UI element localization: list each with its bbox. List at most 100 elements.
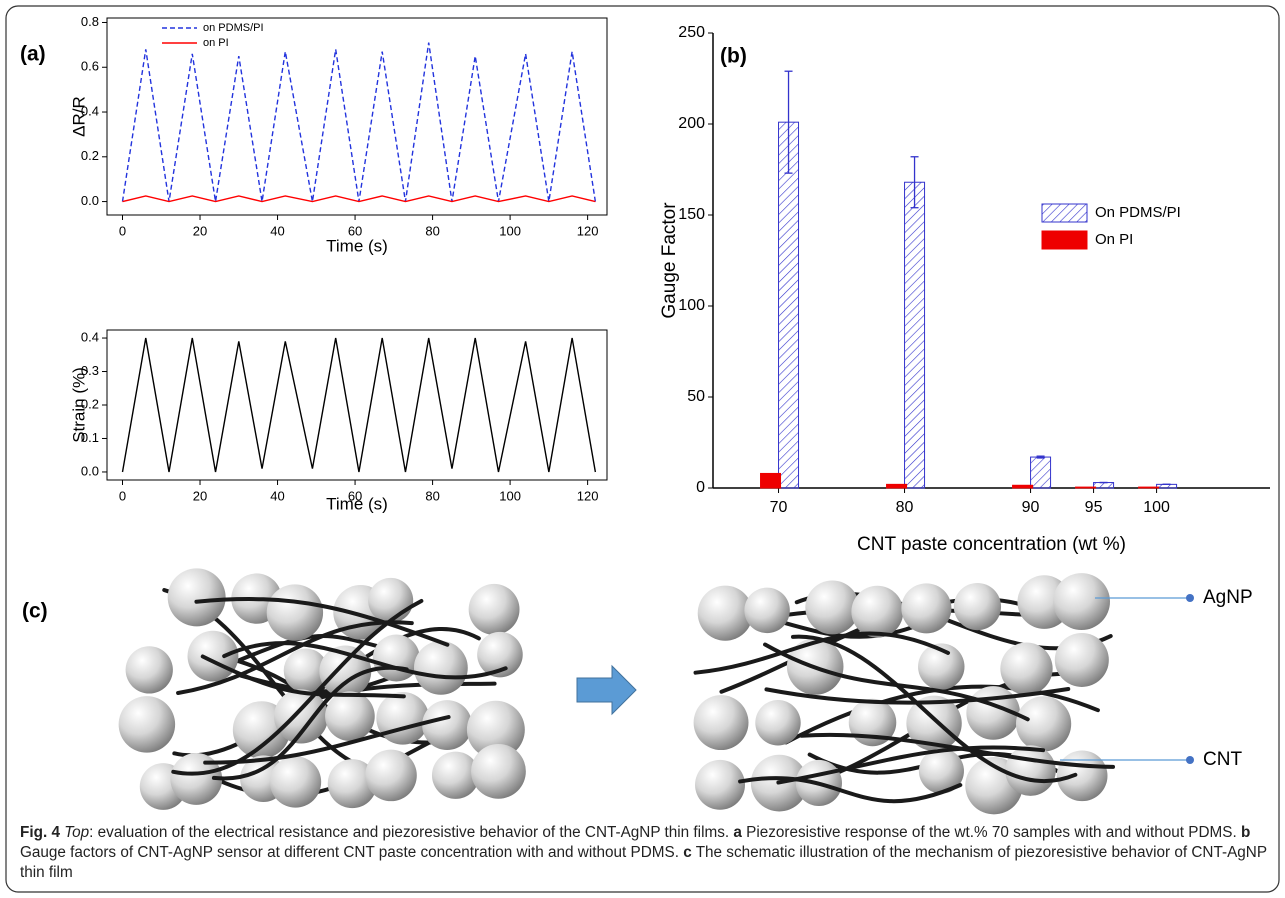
nanotube	[171, 598, 424, 776]
nanoparticle	[273, 689, 329, 744]
x-tick-label: 20	[193, 488, 207, 503]
x-axis-title: Time (s)	[326, 236, 388, 255]
nanoparticle	[269, 756, 322, 808]
x-tick-label: 60	[348, 488, 362, 503]
annotation: AgNP	[1203, 587, 1253, 608]
nanoparticle	[1054, 632, 1109, 687]
nanotube	[176, 620, 414, 695]
legend-label: On PI	[1095, 231, 1133, 248]
nanoparticle	[468, 583, 520, 635]
line-series	[121, 42, 597, 202]
nanoparticle	[327, 759, 377, 809]
nanotube	[799, 732, 1116, 769]
x-tick-label: 120	[577, 488, 599, 503]
nanoparticle	[1053, 573, 1110, 630]
nanotube	[194, 597, 450, 647]
x-tick-label: 20	[193, 223, 207, 238]
x-tick-label: 80	[425, 488, 439, 503]
y-axis-title: Strain (%)	[69, 367, 88, 443]
y-tick-label: 100	[678, 297, 705, 314]
nanoparticle	[918, 748, 964, 794]
bar	[1030, 456, 1052, 489]
x-tick-label: 40	[270, 223, 284, 238]
legend-swatch	[1041, 230, 1088, 250]
nanotube	[222, 641, 508, 680]
caption-text: The schematic illustration of the mechan…	[20, 844, 1267, 881]
nanoparticle	[805, 580, 860, 635]
x-axis-title: CNT paste concentration (wt %)	[857, 534, 1126, 555]
nanoparticle	[1015, 696, 1072, 752]
annotation-dot	[1186, 756, 1194, 764]
nanotube	[211, 665, 409, 781]
line-series	[122, 195, 596, 203]
nanotube	[764, 686, 1071, 705]
nanotube	[203, 715, 451, 765]
caption-text: Piezoresistive response of the wt.% 70 s…	[746, 824, 1237, 841]
nanotube	[790, 634, 1078, 784]
legend-swatch	[1041, 203, 1088, 223]
bar	[1012, 484, 1034, 489]
y-tick-label: 0.3	[81, 363, 99, 378]
caption-letter: c	[683, 844, 692, 861]
nanotube	[738, 776, 963, 804]
nanoparticle	[118, 696, 176, 753]
bar	[1138, 486, 1160, 489]
y-tick-label: 0.0	[81, 193, 99, 208]
x-tick-label: 40	[270, 488, 284, 503]
nanoparticle	[283, 648, 329, 693]
plot-frame	[106, 17, 608, 216]
nanoparticle	[431, 751, 480, 799]
nanoparticle	[376, 691, 430, 745]
arrow	[576, 664, 637, 716]
x-tick-label: 70	[770, 499, 788, 516]
y-tick-label: 0.6	[81, 59, 99, 74]
bar	[904, 181, 926, 489]
y-tick-label: 0	[696, 479, 705, 496]
nanoparticle	[693, 695, 749, 751]
nanoparticle	[697, 585, 753, 641]
caption: Fig. 4 Top: evaluation of the electrical…	[20, 823, 1270, 883]
bar	[1075, 486, 1097, 489]
x-tick-label: 100	[499, 488, 521, 503]
y-tick-label: 0.0	[81, 463, 99, 478]
legend-label: on PDMS/PI	[203, 22, 264, 34]
y-tick-label: 200	[678, 115, 705, 132]
caption-letter: b	[1240, 824, 1251, 841]
y-tick-label: 150	[678, 206, 705, 223]
nanoparticle	[167, 568, 226, 627]
nanoparticle	[170, 753, 223, 805]
x-tick-label: 80	[896, 499, 914, 516]
x-tick-label: 90	[1022, 499, 1040, 516]
line-series	[121, 337, 597, 473]
nanoparticle	[695, 759, 745, 810]
nanoparticle	[477, 631, 523, 678]
y-tick-label: 250	[678, 24, 705, 41]
x-tick-label: 80	[425, 223, 439, 238]
caption-lead: Top	[64, 824, 90, 841]
x-tick-label: 0	[119, 223, 126, 238]
caption-letter: a	[733, 824, 742, 841]
panel-label: (c)	[22, 600, 48, 623]
panel-label: (a)	[20, 43, 46, 66]
nanoparticle	[744, 587, 790, 634]
nanoparticle	[365, 749, 417, 802]
nanoparticle	[901, 583, 952, 634]
nanoparticle	[422, 700, 473, 751]
nanoparticle	[1000, 642, 1053, 695]
nanoparticle	[1005, 745, 1056, 796]
y-tick-label: 0.4	[81, 103, 99, 118]
caption-text: Gauge factors of CNT-AgNP sensor at diff…	[20, 844, 679, 861]
nanoparticle	[466, 700, 525, 759]
nanoparticle	[918, 643, 965, 690]
nanotube	[200, 654, 406, 699]
bar	[778, 121, 800, 489]
y-axis-title: Gauge Factor	[659, 202, 680, 319]
figure-border	[5, 5, 1280, 893]
schematic	[118, 568, 1116, 815]
x-tick-label: 120	[577, 223, 599, 238]
y-tick-label: 0.2	[81, 148, 99, 163]
y-tick-label: 0.8	[81, 14, 99, 29]
bar	[760, 472, 782, 489]
nanoparticle	[266, 584, 324, 641]
x-axis-title: Time (s)	[326, 494, 388, 513]
